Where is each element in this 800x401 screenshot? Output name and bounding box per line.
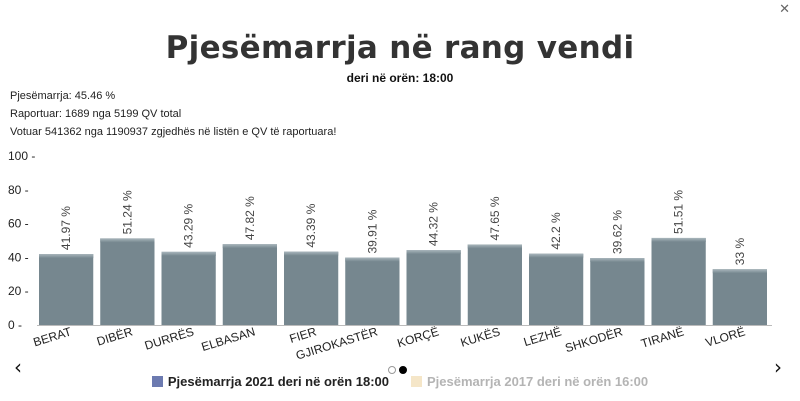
legend-item-2017[interactable]: Pjesëmarrja 2017 deri në orën 16:00 <box>411 374 648 389</box>
bar-highlight <box>222 244 277 249</box>
bar-highlight <box>284 251 339 256</box>
reported-info: Raportuar: 1689 nga 5199 QV total <box>10 108 182 120</box>
bar-highlight <box>39 254 94 259</box>
y-tick-label: 60 - <box>8 217 29 231</box>
category-label: TIRANË <box>639 324 685 350</box>
category-label: VLORË <box>704 324 747 349</box>
data-label: 44.32 % <box>427 202 441 246</box>
bar-highlight <box>345 257 400 262</box>
bar <box>345 257 400 325</box>
legend-swatch-2017 <box>411 376 422 387</box>
legend-swatch-2021 <box>151 376 163 387</box>
data-label: 47.82 % <box>243 196 257 240</box>
bar <box>651 237 706 325</box>
bar <box>590 258 645 325</box>
data-label: 47.65 % <box>488 196 502 240</box>
legend-label-2021: Pjesëmarrja 2021 deri në orën 18:00 <box>167 374 389 389</box>
legend: Pjesëmarrja 2021 deri në orën 18:00 Pjes… <box>0 374 800 389</box>
bar-highlight <box>406 250 461 255</box>
page-dot-1[interactable] <box>388 366 396 374</box>
bar-highlight <box>100 238 155 243</box>
next-arrow-icon[interactable]: › <box>774 355 782 379</box>
category-label: KUKËS <box>459 324 502 349</box>
bar-highlight <box>467 244 522 249</box>
participation-info: Pjesëmarrja: 45.46 % <box>10 90 116 102</box>
bar <box>39 254 94 325</box>
category-label: BERAT <box>31 324 73 349</box>
bar-highlight <box>651 237 706 242</box>
prev-arrow-icon[interactable]: ‹ <box>14 355 22 379</box>
legend-item-2021[interactable]: Pjesëmarrja 2021 deri në orën 18:00 <box>151 374 389 389</box>
data-label: 51.51 % <box>672 190 686 234</box>
bar <box>284 251 339 325</box>
y-tick-label: 80 - <box>8 183 29 197</box>
category-label: LEZHË <box>522 324 563 349</box>
category-label: DIBËR <box>95 324 134 348</box>
bar-highlight <box>712 269 767 274</box>
data-label: 43.39 % <box>304 203 318 247</box>
data-label: 33 % <box>733 238 747 266</box>
page-dot-2[interactable] <box>399 366 407 374</box>
voted-info: Votuar 541362 nga 1190937 zgjedhës në li… <box>10 126 337 138</box>
bar <box>529 253 584 325</box>
bar <box>161 251 216 325</box>
category-label: DURRËS <box>143 324 196 352</box>
bar <box>712 269 767 325</box>
y-tick-label: 100 - <box>8 149 35 163</box>
pagination-dots <box>388 366 407 374</box>
data-label: 39.91 % <box>365 209 379 253</box>
category-label: SHKODËR <box>563 324 624 355</box>
bar <box>222 244 277 325</box>
category-label: KORÇË <box>396 324 441 350</box>
close-button[interactable]: ✕ <box>779 2 790 17</box>
data-label: 43.29 % <box>182 203 196 247</box>
data-label: 42.2 % <box>549 212 563 250</box>
data-label: 41.97 % <box>59 206 73 250</box>
y-tick-label: 40 - <box>8 250 29 264</box>
category-label: ELBASAN <box>200 324 257 354</box>
bar-highlight <box>529 253 584 258</box>
bar-highlight <box>590 258 645 263</box>
bar-highlight <box>161 251 216 256</box>
y-tick-label: 20 - <box>8 284 29 298</box>
chart-title: Pjesëmarrja në rang vendi <box>165 30 635 66</box>
bar <box>406 250 461 325</box>
bar <box>467 244 522 325</box>
data-label: 51.24 % <box>120 190 134 234</box>
bar <box>100 238 155 325</box>
chart-subtitle: deri në orën: 18:00 <box>346 71 454 85</box>
data-label: 39.62 % <box>610 210 624 254</box>
y-tick-label: 0 - <box>8 318 22 332</box>
legend-label-2017: Pjesëmarrja 2017 deri në orën 16:00 <box>427 374 649 389</box>
